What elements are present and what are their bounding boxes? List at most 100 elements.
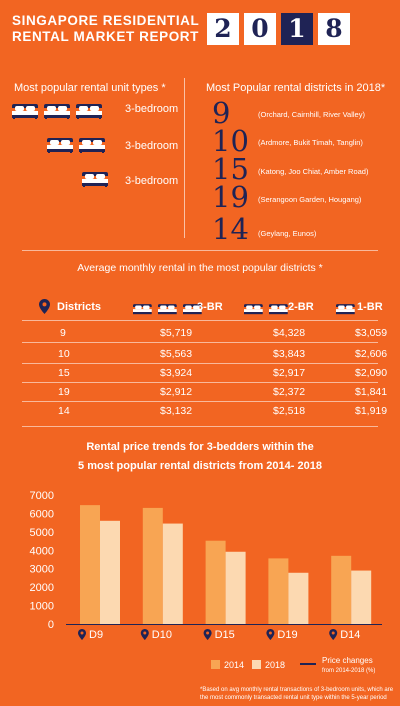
bar-2014-D10: [142, 507, 163, 624]
bar-2014-D9: [80, 505, 100, 624]
table-rule: [22, 382, 378, 383]
x-tick-label: D14: [340, 629, 360, 641]
table-rule: [22, 363, 378, 364]
unit-type-row-2: [47, 138, 111, 153]
cell-district: 14: [58, 405, 70, 417]
legend-label-2014: 2014: [224, 660, 245, 670]
unit-types-heading: Most popular rental unit types *: [14, 82, 166, 94]
cell-1br: $1,919: [355, 405, 388, 417]
unit-type-row-3: [82, 172, 114, 187]
pin-icon: [266, 629, 275, 640]
district-number: 14: [212, 212, 249, 246]
bed-icon: [76, 104, 102, 119]
col-1br: 1-BR: [357, 301, 383, 313]
cell-district: 9: [60, 327, 66, 339]
cell-1br: $2,090: [355, 367, 388, 379]
bed-icon: [336, 304, 355, 315]
x-tick-label: D10: [152, 629, 172, 641]
table-heading: Average monthly rental in the most popul…: [77, 262, 323, 274]
y-tick-label: 6000: [30, 508, 54, 520]
year-badge: 2 0 1 8: [207, 13, 350, 45]
bed-icon: [44, 104, 70, 119]
legend-swatch-2014: [211, 660, 220, 669]
pin-icon: [140, 629, 149, 640]
pin-icon: [329, 629, 338, 640]
panel-divider: [184, 78, 185, 238]
cell-2br: $4,328: [273, 327, 306, 339]
table-rule: [22, 320, 378, 321]
cell-1br: $2,606: [355, 348, 388, 360]
cell-district: 10: [58, 348, 70, 360]
y-tick-label: 3000: [30, 564, 54, 576]
legend-swatch-2018: [252, 660, 261, 669]
pin-icon: [203, 629, 212, 640]
legend-line-label: Price changes: [322, 656, 373, 665]
bar-2014-D15: [205, 540, 226, 624]
col-2br: 2-BR: [288, 301, 314, 313]
bar-2014-D14: [331, 555, 352, 624]
legend-line-swatch: [300, 663, 316, 665]
bed-icon: [183, 304, 202, 315]
footnote: *Based on avg monthly rental transaction…: [200, 687, 394, 701]
bar-2014-D19: [268, 558, 289, 624]
year-digit-1: 2: [207, 13, 239, 45]
y-tick-label: 2000: [30, 582, 54, 594]
chart-title-line-2: 5 most popular rental districts from 201…: [78, 460, 322, 472]
cell-district: 15: [58, 367, 70, 379]
chart-title-line-1: Rental price trends for 3-bedders within…: [86, 441, 314, 453]
district-areas: (Orchard, Cairnhill, River Valley): [258, 110, 365, 119]
report-title: SINGAPORE RESIDENTIAL RENTAL MARKET REPO…: [12, 13, 199, 45]
district-areas: (Ardmore, Bukit Timah, Tanglin): [258, 138, 363, 147]
pin-icon: [78, 629, 86, 640]
bar-2018-D15: [225, 551, 246, 624]
year-digit-2: 0: [244, 13, 276, 45]
cell-2br: $2,372: [273, 386, 306, 398]
title-line-1: SINGAPORE RESIDENTIAL: [12, 13, 200, 28]
bed-2-icons: [244, 302, 294, 317]
year-digit-4: 8: [318, 13, 350, 45]
bar-2018-D10: [162, 523, 183, 624]
legend-label-2018: 2018: [265, 660, 286, 670]
table-rule: [22, 342, 378, 343]
districts-heading: Most Popular rental districts in 2018*: [206, 82, 386, 94]
cell-3br: $3,924: [160, 367, 193, 379]
district-areas: (Serangoon Garden, Hougang): [258, 195, 362, 204]
section-divider: [22, 250, 378, 251]
cell-2br: $2,917: [273, 367, 306, 379]
bar-2018-D14: [351, 570, 372, 624]
bar-chart: 0 1000 2000 3000 4000 5000 6000 7000 D9 D10 D15 D19…: [30, 490, 382, 641]
y-tick-label: 0: [48, 619, 54, 631]
x-tick-label: D9: [89, 629, 103, 641]
unit-type-label: 3-bedroom: [125, 140, 179, 152]
col-districts: Districts: [57, 301, 102, 313]
bed-icon: [244, 304, 263, 315]
bed-3-icons: [133, 302, 208, 317]
col-3br: 3-BR: [197, 301, 223, 313]
bed-icon: [158, 304, 177, 315]
unit-type-label: 3-bedroom: [125, 175, 179, 187]
bed-icon: [269, 304, 288, 315]
bed-icon: [133, 304, 152, 315]
cell-3br: $3,132: [160, 405, 193, 417]
y-tick-label: 7000: [30, 490, 54, 502]
cell-1br: $1,841: [355, 386, 388, 398]
cell-district: 19: [58, 386, 70, 398]
district-number: 15: [212, 152, 249, 186]
cell-3br: $2,912: [160, 386, 193, 398]
district-areas: (Katong, Joo Chiat, Amber Road): [258, 167, 369, 176]
district-number: 10: [212, 124, 249, 158]
bar-2018-D9: [100, 520, 120, 624]
bed-icon: [82, 172, 108, 187]
district-number: 19: [212, 180, 249, 214]
cell-2br: $2,518: [273, 405, 306, 417]
unit-type-label: 3-bedroom: [125, 103, 179, 115]
bed-icon: [79, 138, 105, 153]
x-tick-label: D15: [215, 629, 235, 641]
district-areas: (Geylang, Eunos): [258, 229, 317, 238]
bed-1-icons: [336, 302, 361, 317]
title-line-2: RENTAL MARKET REPORT: [12, 29, 199, 44]
cell-3br: $5,719: [160, 327, 193, 339]
x-tick-label: D19: [277, 629, 297, 641]
legend-line-sub: from 2014-2018 (%): [322, 668, 376, 674]
cell-2br: $3,843: [273, 348, 306, 360]
